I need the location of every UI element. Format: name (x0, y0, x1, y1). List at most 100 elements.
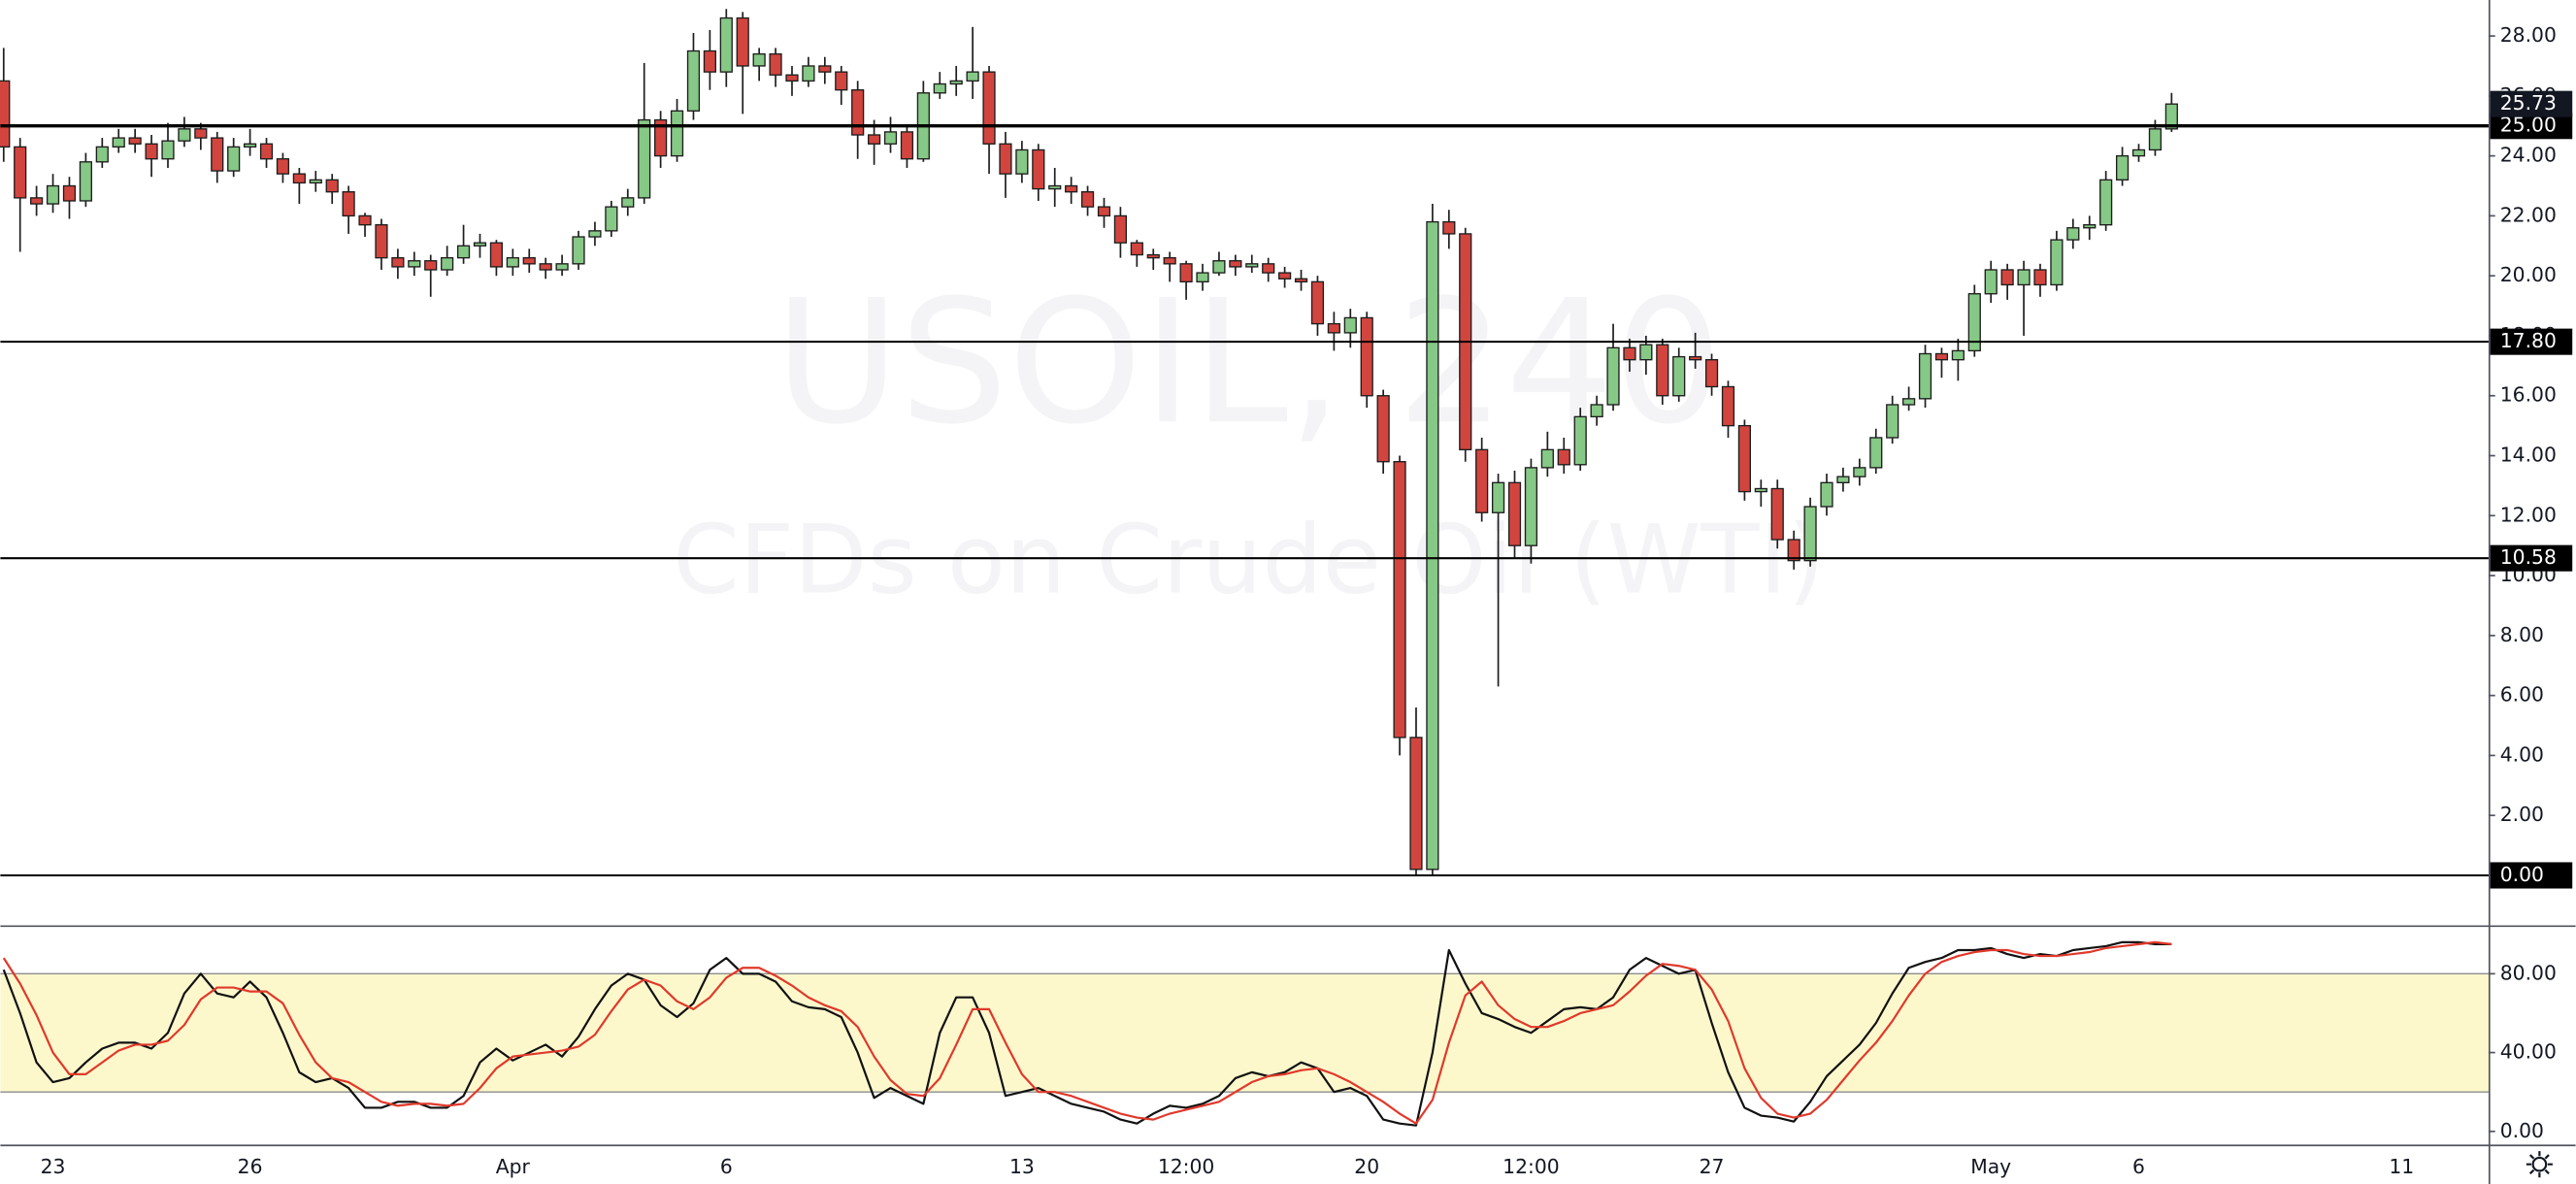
candle-body (1918, 352, 1932, 400)
candle-body (1262, 263, 1275, 274)
x-tick-label: 12:00 (1503, 1155, 1560, 1178)
y-tick-label: 6.00 (2500, 683, 2544, 707)
candle-body (1853, 467, 1866, 477)
candle-body (309, 179, 322, 184)
y-tick-label: 4.00 (2500, 742, 2544, 766)
candle-body (769, 52, 782, 76)
oscillator-line (2, 940, 2172, 1125)
candle-body (835, 71, 848, 91)
candle-body (2017, 269, 2031, 286)
candle-body (1146, 253, 1160, 259)
candle-body (178, 128, 191, 142)
y-tick-label: 22.00 (2500, 203, 2557, 226)
candle-body (1032, 148, 1045, 190)
candle-body (2000, 269, 2014, 286)
last-price-label: 25.73 (2500, 91, 2557, 115)
candle-body (1491, 481, 1505, 513)
candle-body (1951, 349, 1965, 361)
candle-body (1196, 272, 1209, 283)
candle-body (243, 143, 257, 148)
candle-body (325, 179, 339, 193)
candle-body (1130, 242, 1143, 256)
x-tick-label: 11 (2389, 1155, 2414, 1178)
level-label: 25.00 (2500, 114, 2557, 137)
candle-body (1787, 539, 1800, 562)
y-tick-label: 28.00 (2500, 23, 2557, 47)
candle-body (785, 74, 799, 82)
candle-body (686, 49, 701, 112)
candle-body (1212, 260, 1226, 274)
candle-body (1606, 346, 1620, 406)
candle-body (1639, 344, 1653, 361)
candle-body (999, 143, 1012, 175)
candle-body (2033, 269, 2047, 286)
candle-body (1343, 316, 1357, 334)
candle-body (2099, 179, 2113, 226)
candle-body (506, 256, 519, 268)
candle-body (1409, 737, 1423, 871)
candle-body (2050, 239, 2064, 286)
y-tick-label: 20.00 (2500, 263, 2557, 286)
candle-body (1902, 398, 1916, 406)
candle-body (1393, 461, 1406, 739)
candle-body (1737, 424, 1752, 493)
candle-body (1065, 184, 1078, 193)
candle-body (259, 143, 274, 160)
candle-body (128, 137, 142, 145)
candle-body (342, 191, 355, 217)
candle-body (1524, 467, 1538, 546)
x-tick-label: 20 (1354, 1155, 1379, 1178)
x-tick-label: 27 (1700, 1155, 1725, 1178)
candle-body (358, 214, 372, 226)
candle-body (2131, 148, 2146, 157)
candle-body (818, 65, 832, 73)
watermark: USOIL, 240 CFDs on Crude Oil (WTI) (673, 263, 1825, 616)
y-tick-label: 16.00 (2500, 383, 2557, 407)
y-tick-label: 40.00 (2500, 1040, 2557, 1064)
settings-icon[interactable] (2526, 1151, 2553, 1178)
candle-body (1015, 148, 1029, 175)
overlay: 0.002.004.006.008.0010.0012.0014.0016.00… (0, 23, 2573, 1178)
candle-body (555, 263, 569, 271)
candle-body (1803, 506, 1817, 562)
candle-body (670, 110, 684, 157)
candle-body (1080, 191, 1095, 208)
candle-body (1426, 220, 1439, 871)
level-label-box (2490, 862, 2573, 889)
y-tick-label: 8.00 (2500, 623, 2544, 646)
candle-body (736, 16, 749, 67)
candle-body (1097, 206, 1111, 217)
candle-body (1179, 263, 1193, 283)
candle-body (900, 131, 914, 160)
x-tick-label: 6 (2132, 1155, 2145, 1178)
candle-body (1573, 415, 1587, 466)
y-tick-label: 80.00 (2500, 961, 2557, 984)
candle-body (473, 242, 487, 247)
settings-icon-spokes[interactable] (2526, 1151, 2553, 1178)
grid (0, 35, 2495, 1133)
y-tick-label: 14.00 (2500, 444, 2557, 467)
candle-body (1229, 260, 1242, 268)
candle-body (375, 223, 388, 259)
level-label-box (2490, 544, 2573, 572)
candle-body (1376, 395, 1390, 463)
candle-body (2083, 223, 2097, 229)
candle-body (408, 260, 421, 268)
candle-body (1163, 256, 1176, 265)
candle-body (424, 260, 438, 271)
x-tick-label: 6 (720, 1155, 733, 1178)
candle-body (276, 158, 290, 175)
candle-body (802, 65, 815, 82)
candle-body (883, 131, 898, 145)
candle-body (572, 236, 585, 265)
candle-body (1836, 476, 1850, 484)
candle-body (1507, 481, 1522, 546)
settings-icon-ring[interactable] (2531, 1156, 2548, 1172)
watermark-text: USOIL, 240 (775, 263, 1723, 462)
candle-body (2148, 128, 2163, 151)
candle-body (1048, 184, 1062, 190)
candle-body (621, 197, 635, 208)
candle-body (30, 197, 44, 205)
